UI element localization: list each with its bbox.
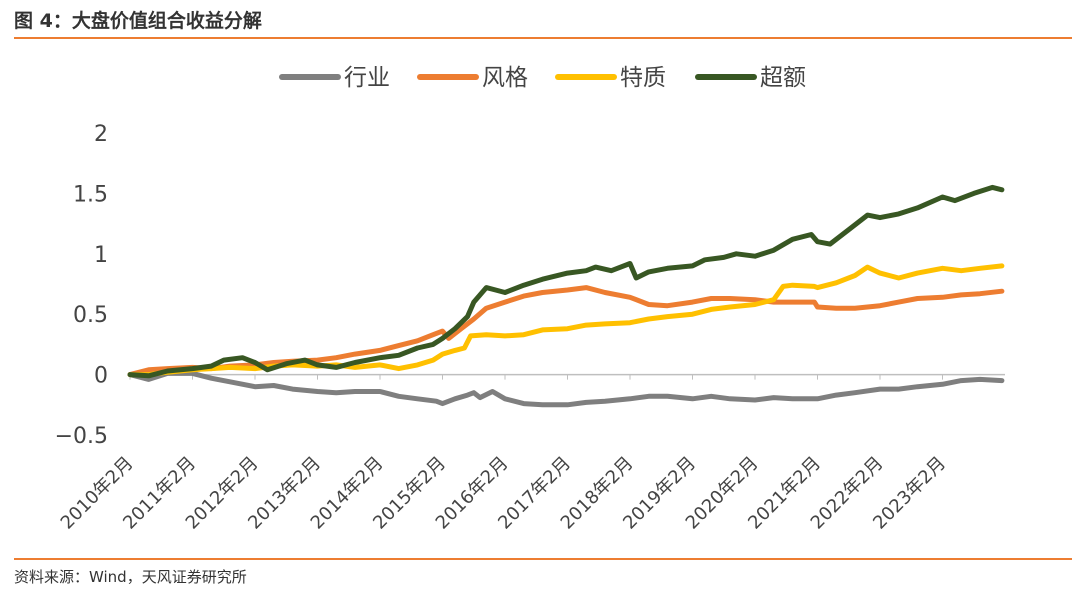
bottom-rule: [14, 558, 1072, 560]
figure-title: 图 4：大盘价值组合收益分解: [14, 10, 262, 32]
y-tick-label: 1: [94, 243, 108, 268]
top-rule: [14, 37, 1072, 39]
x-axis: 2010年2月2011年2月2012年2月2013年2月2014年2月2015年…: [57, 373, 1005, 533]
series-line-特质: [127, 263, 1005, 378]
source-note: 资料来源：Wind，天风证券研究所: [14, 568, 247, 586]
legend-label: 超额: [760, 65, 806, 91]
series-line-行业: [127, 370, 1005, 408]
y-tick-label: 0.5: [73, 303, 108, 328]
line-chart: 行业 风格 特质 超额 −0.5 0 0.5 1 1.5 2 2010年2月2011年2月201…: [55, 65, 1005, 533]
y-tick-label: 0: [94, 364, 108, 389]
series-group: [127, 184, 1005, 408]
legend-label: 风格: [482, 65, 528, 91]
y-tick-label: 1.5: [73, 182, 108, 207]
series-line-超额: [127, 184, 1005, 379]
legend: 行业 风格 特质 超额: [279, 65, 806, 91]
y-tick-label: 2: [94, 122, 108, 147]
y-tick-label: −0.5: [55, 424, 108, 449]
legend-label: 行业: [344, 65, 390, 91]
y-axis: −0.5 0 0.5 1 1.5 2: [55, 122, 108, 449]
legend-label: 特质: [620, 65, 666, 91]
